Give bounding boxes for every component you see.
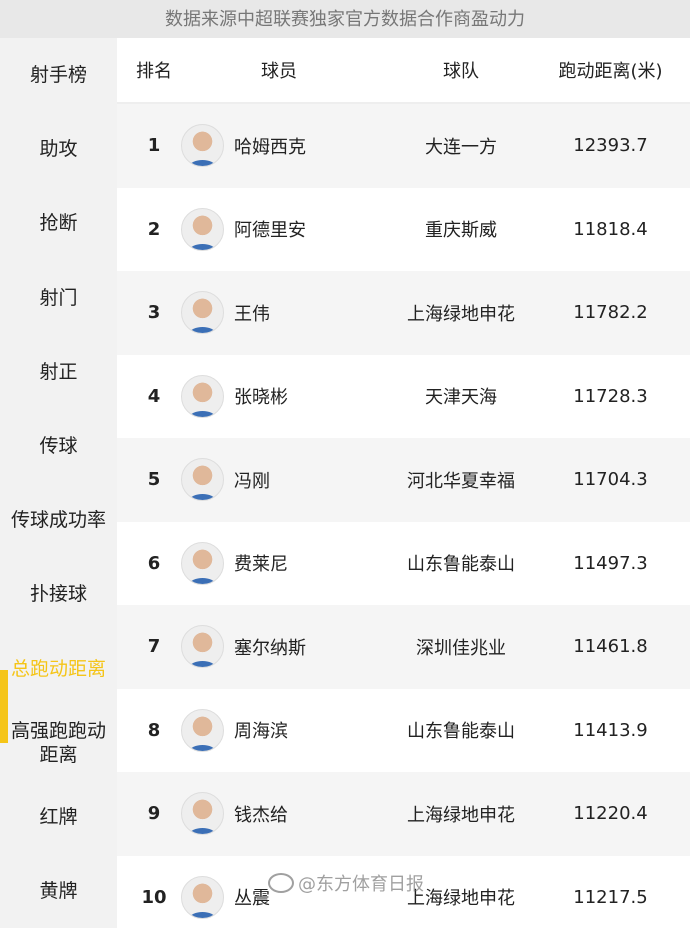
player-avatar — [181, 208, 224, 251]
distance: 11728.3 — [531, 386, 690, 407]
sidebar-item[interactable]: 红牌 — [0, 805, 117, 829]
rank: 1 — [117, 135, 191, 156]
sidebar-item[interactable]: 黄牌 — [0, 879, 117, 903]
sidebar-item[interactable]: 射正 — [0, 360, 117, 384]
rank: 7 — [117, 636, 191, 657]
table-row[interactable]: 5 冯刚 河北华夏幸福 11704.3 — [117, 438, 690, 522]
player-avatar — [181, 458, 224, 501]
team: 天津天海 — [391, 383, 531, 409]
header-team: 球队 — [331, 57, 531, 83]
watermark: @东方体育日报 — [268, 870, 424, 896]
team: 山东鲁能泰山 — [391, 550, 531, 576]
player-name: 王伟 — [234, 300, 270, 326]
rank: 4 — [117, 386, 191, 407]
sidebar-item[interactable]: 传球成功率 — [0, 508, 117, 532]
player-name: 塞尔纳斯 — [234, 634, 306, 660]
distance: 11704.3 — [531, 469, 690, 490]
distance: 11220.4 — [531, 803, 690, 824]
table-row[interactable]: 7 塞尔纳斯 深圳佳兆业 11461.8 — [117, 605, 690, 689]
team: 河北华夏幸福 — [391, 467, 531, 493]
rank: 2 — [117, 219, 191, 240]
player-avatar — [181, 709, 224, 752]
rank: 5 — [117, 469, 191, 490]
player-avatar — [181, 375, 224, 418]
rank: 6 — [117, 553, 191, 574]
player-avatar — [181, 542, 224, 585]
distance: 11413.9 — [531, 720, 690, 741]
table-row[interactable]: 2 阿德里安 重庆斯威 11818.4 — [117, 188, 690, 272]
distance: 11217.5 — [531, 887, 690, 908]
distance: 11497.3 — [531, 553, 690, 574]
distance: 11818.4 — [531, 219, 690, 240]
player-name: 哈姆西克 — [234, 133, 306, 159]
data-source-banner: 数据来源中超联赛独家官方数据合作商盈动力 — [0, 0, 690, 38]
team: 重庆斯威 — [391, 216, 531, 242]
rank: 3 — [117, 302, 191, 323]
player-name: 丛震 — [234, 884, 270, 910]
player-name: 阿德里安 — [234, 216, 306, 242]
table-row[interactable]: 4 张晓彬 天津天海 11728.3 — [117, 355, 690, 439]
sidebar-item[interactable]: 助攻 — [0, 137, 117, 161]
sidebar-item[interactable]: 抢断 — [0, 211, 117, 235]
player-avatar — [181, 876, 224, 919]
player-name: 钱杰给 — [234, 801, 288, 827]
table-row[interactable]: 8 周海滨 山东鲁能泰山 11413.9 — [117, 689, 690, 773]
table-row[interactable]: 6 费莱尼 山东鲁能泰山 11497.3 — [117, 522, 690, 606]
player-name: 费莱尼 — [234, 550, 288, 576]
table-header: 排名 球员 球队 跑动距离(米) — [117, 38, 690, 104]
sidebar-item[interactable]: 射门 — [0, 286, 117, 310]
team: 上海绿地申花 — [391, 801, 531, 827]
player-avatar — [181, 625, 224, 668]
sidebar-item[interactable]: 高强跑跑动距离 — [0, 719, 117, 767]
distance: 11461.8 — [531, 636, 690, 657]
sidebar-item[interactable]: 总跑动距离 — [0, 657, 117, 681]
team: 深圳佳兆业 — [391, 634, 531, 660]
header-distance: 跑动距离(米) — [531, 57, 690, 83]
weibo-logo-icon — [268, 873, 294, 893]
header-rank: 排名 — [117, 57, 191, 83]
category-sidebar: 射手榜助攻抢断射门射正传球传球成功率扑接球总跑动距离高强跑跑动距离红牌黄牌 — [0, 38, 117, 928]
player-name: 周海滨 — [234, 717, 288, 743]
player-name: 冯刚 — [234, 467, 270, 493]
sidebar-item[interactable]: 扑接球 — [0, 582, 117, 606]
team: 山东鲁能泰山 — [391, 717, 531, 743]
player-name: 张晓彬 — [234, 383, 288, 409]
distance: 11782.2 — [531, 302, 690, 323]
rank: 9 — [117, 803, 191, 824]
player-avatar — [181, 792, 224, 835]
table-row[interactable]: 9 钱杰给 上海绿地申花 11220.4 — [117, 772, 690, 856]
sidebar-item[interactable]: 射手榜 — [0, 63, 117, 87]
watermark-text: @东方体育日报 — [298, 870, 424, 896]
player-avatar — [181, 291, 224, 334]
team: 大连一方 — [391, 133, 531, 159]
table-row[interactable]: 3 王伟 上海绿地申花 11782.2 — [117, 271, 690, 355]
distance: 12393.7 — [531, 135, 690, 156]
header-player: 球员 — [191, 57, 331, 83]
rank: 10 — [117, 887, 191, 908]
rank: 8 — [117, 720, 191, 741]
team: 上海绿地申花 — [391, 300, 531, 326]
table-row[interactable]: 10 丛震 上海绿地申花 11217.5 — [117, 856, 690, 939]
player-avatar — [181, 124, 224, 167]
sidebar-item[interactable]: 传球 — [0, 434, 117, 458]
table-row[interactable]: 1 哈姆西克 大连一方 12393.7 — [117, 104, 690, 188]
